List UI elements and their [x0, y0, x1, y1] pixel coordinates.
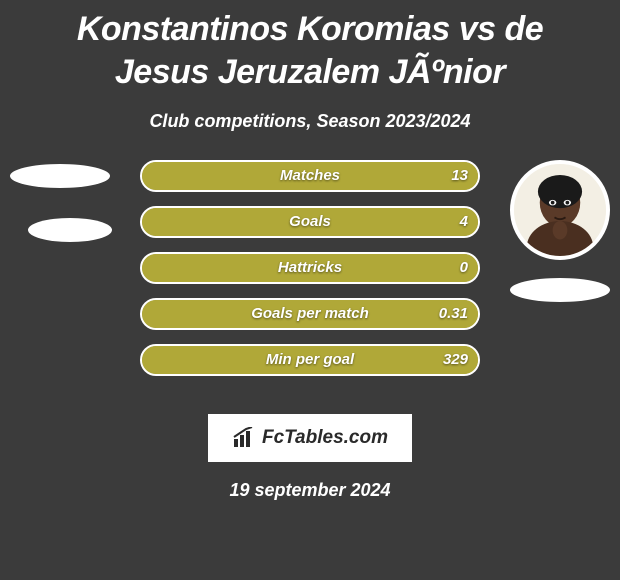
player-right-block — [510, 160, 610, 302]
stat-label: Hattricks — [140, 252, 480, 284]
stats-area: Matches13 Goals4 Hattricks0 Goals per match… — [0, 160, 620, 410]
stat-row: Matches13 — [140, 160, 480, 192]
logo-box: FcTables.com — [208, 414, 412, 462]
stat-bars: Matches13 Goals4 Hattricks0 Goals per match… — [140, 160, 480, 390]
page-title: Konstantinos Koromias vs de Jesus Jeruza… — [0, 8, 620, 93]
stat-value-right: 4 — [460, 206, 468, 238]
stat-row: Goals4 — [140, 206, 480, 238]
player-right-avatar — [510, 160, 610, 260]
stat-row: Hattricks0 — [140, 252, 480, 284]
stat-value-right: 0.31 — [439, 298, 468, 330]
stat-value-right: 0 — [460, 252, 468, 284]
logo-text: FcTables.com — [262, 427, 388, 449]
player-left-block — [10, 160, 112, 242]
player-left-name-ellipse-1 — [10, 164, 110, 188]
stat-row: Min per goal329 — [140, 344, 480, 376]
stat-value-right: 13 — [451, 160, 468, 192]
stat-label: Goals per match — [140, 298, 480, 330]
date-label: 19 september 2024 — [0, 480, 620, 501]
comparison-card: Konstantinos Koromias vs de Jesus Jeruza… — [0, 0, 620, 501]
chart-icon — [232, 427, 256, 449]
avatar-icon — [514, 164, 606, 256]
stat-label: Matches — [140, 160, 480, 192]
subtitle: Club competitions, Season 2023/2024 — [0, 111, 620, 132]
stat-label: Min per goal — [140, 344, 480, 376]
stat-label: Goals — [140, 206, 480, 238]
stat-value-right: 329 — [443, 344, 468, 376]
stat-row: Goals per match0.31 — [140, 298, 480, 330]
player-left-name-ellipse-2 — [28, 218, 112, 242]
player-right-name-ellipse — [510, 278, 610, 302]
